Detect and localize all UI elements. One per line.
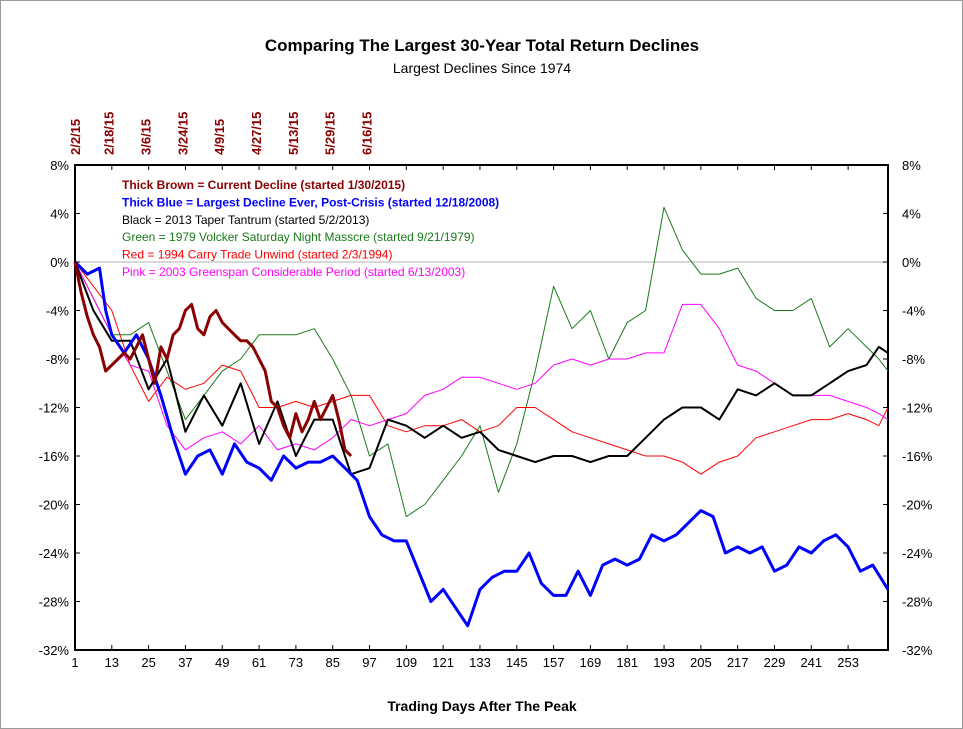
x-tick-label: 73 — [289, 655, 303, 670]
y-tick-label-right: -12% — [902, 401, 933, 416]
x-tick-label: 97 — [362, 655, 376, 670]
y-tick-label-right: 8% — [902, 158, 921, 173]
chart-subtitle: Largest Declines Since 1974 — [393, 60, 571, 76]
y-tick-label-left: -12% — [39, 401, 70, 416]
x-tick-label: 37 — [178, 655, 192, 670]
x-tick-label: 85 — [325, 655, 339, 670]
x-tick-label: 1 — [71, 655, 78, 670]
x-tick-label: 193 — [653, 655, 675, 670]
y-tick-label-left: -20% — [39, 498, 70, 513]
x-tick-label: 217 — [727, 655, 749, 670]
top-date-tick: 2/18/15 — [102, 112, 117, 155]
y-tick-label-right: -32% — [902, 643, 933, 658]
x-tick-label: 145 — [506, 655, 528, 670]
y-tick-label-right: -16% — [902, 449, 933, 464]
top-date-tick: 6/16/15 — [359, 112, 374, 155]
top-date-tick: 3/24/15 — [175, 112, 190, 155]
y-tick-label-left: 0% — [50, 255, 69, 270]
y-tick-label-right: -28% — [902, 595, 933, 610]
x-tick-label: 13 — [105, 655, 119, 670]
x-tick-label: 133 — [469, 655, 491, 670]
x-tick-label: 109 — [395, 655, 417, 670]
y-tick-label-left: 8% — [50, 158, 69, 173]
y-tick-label-left: -4% — [46, 304, 70, 319]
y-tick-label-right: 4% — [902, 207, 921, 222]
x-axis-label: Trading Days After The Peak — [387, 698, 577, 714]
x-tick-label: 121 — [432, 655, 454, 670]
legend-entry: Pink = 2003 Greenspan Considerable Perio… — [122, 265, 465, 279]
x-tick-label: 205 — [690, 655, 712, 670]
top-date-tick: 2/2/15 — [68, 119, 83, 155]
legend-entry: Thick Brown = Current Decline (started 1… — [122, 178, 405, 192]
x-tick-label: 157 — [543, 655, 565, 670]
y-tick-label-left: -32% — [39, 643, 70, 658]
series-line — [74, 261, 889, 475]
series-line — [73, 260, 890, 628]
x-tick-label: 61 — [252, 655, 266, 670]
series-line — [73, 261, 353, 458]
y-tick-label-right: -24% — [902, 546, 933, 561]
series-line — [74, 261, 889, 451]
y-tick-label-right: -8% — [902, 352, 926, 367]
series-line — [74, 206, 889, 518]
x-tick-label: 25 — [141, 655, 155, 670]
x-tick-label: 169 — [580, 655, 602, 670]
y-tick-label-left: 4% — [50, 207, 69, 222]
y-tick-label-left: -28% — [39, 595, 70, 610]
top-date-tick: 4/9/15 — [212, 119, 227, 155]
y-tick-label-right: 0% — [902, 255, 921, 270]
x-tick-label: 241 — [800, 655, 822, 670]
legend-entry: Thick Blue = Largest Decline Ever, Post-… — [122, 195, 499, 209]
legend-entry: Black = 2013 Taper Tantrum (started 5/2/… — [122, 213, 369, 227]
legend-entry: Green = 1979 Volcker Saturday Night Mass… — [122, 230, 475, 244]
top-date-tick: 5/29/15 — [323, 112, 338, 155]
x-tick-label: 253 — [837, 655, 859, 670]
x-tick-label: 49 — [215, 655, 229, 670]
chart-title: Comparing The Largest 30-Year Total Retu… — [265, 36, 699, 55]
x-tick-label: 229 — [764, 655, 786, 670]
legend-entry: Red = 1994 Carry Trade Unwind (started 2… — [122, 248, 392, 262]
y-tick-label-left: -8% — [46, 352, 70, 367]
y-tick-label-left: -24% — [39, 546, 70, 561]
top-date-tick: 4/27/15 — [249, 112, 264, 155]
top-date-tick: 3/6/15 — [139, 119, 154, 155]
y-tick-label-right: -4% — [902, 304, 926, 319]
y-tick-label-left: -16% — [39, 449, 70, 464]
x-tick-label: 181 — [616, 655, 638, 670]
top-date-tick: 5/13/15 — [286, 112, 301, 155]
series-line — [74, 261, 889, 476]
y-tick-label-right: -20% — [902, 498, 933, 513]
